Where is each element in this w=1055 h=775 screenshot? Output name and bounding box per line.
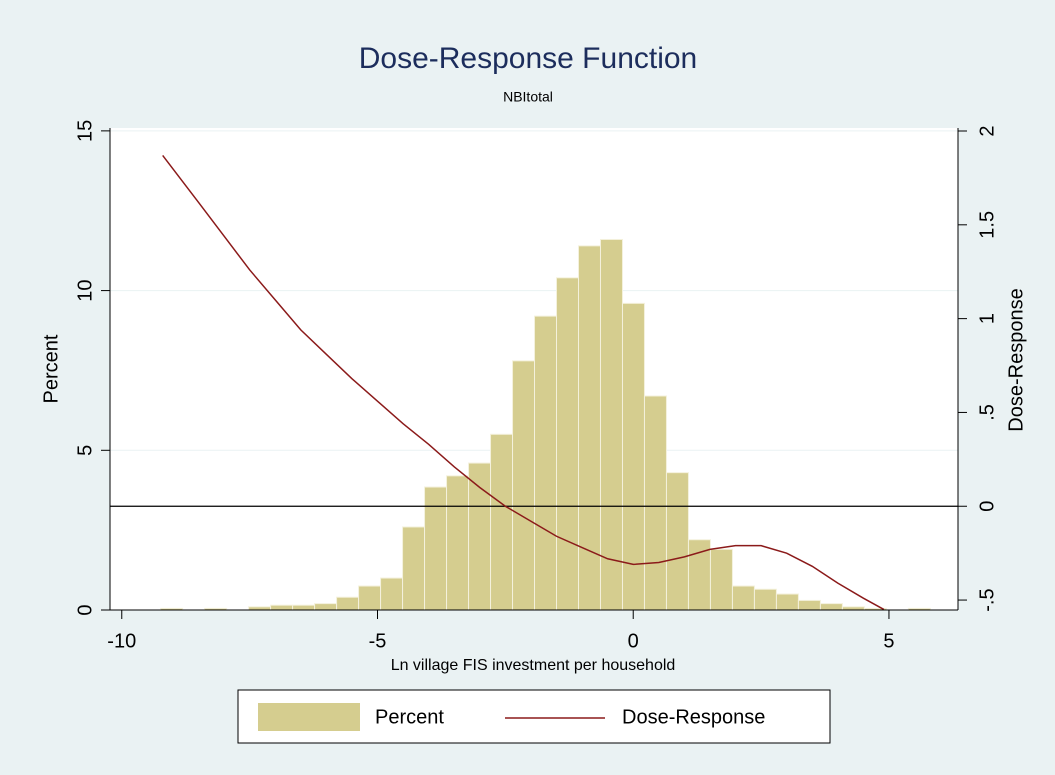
bar: [665, 472, 689, 611]
y2-tick-label: .5: [976, 404, 998, 421]
y-tick-label: 5: [74, 445, 96, 456]
bar: [643, 395, 667, 611]
bar: [402, 526, 426, 611]
bar: [797, 599, 821, 611]
y-tick-label: 10: [74, 279, 96, 301]
bar: [446, 475, 470, 611]
legend-label: Dose-Response: [622, 706, 765, 728]
x-tick-label: 5: [883, 630, 894, 652]
bar: [336, 596, 360, 611]
x-tick-label: -10: [107, 630, 136, 652]
bar: [775, 593, 799, 611]
y2-tick-label: 2: [976, 125, 998, 136]
bar: [380, 577, 404, 611]
legend-label: Percent: [375, 706, 444, 728]
y2-tick-label: 0: [976, 501, 998, 512]
y2-axis-label: Dose-Response: [1005, 288, 1027, 431]
y-tick-label: 15: [74, 120, 96, 142]
bar: [577, 245, 601, 611]
bar: [534, 315, 558, 611]
bar: [358, 585, 382, 611]
bar: [753, 588, 777, 611]
bar: [556, 277, 579, 611]
x-axis-label: Ln village FIS investment per household: [391, 657, 676, 674]
y2-tick-label: 1.5: [976, 211, 998, 239]
y2-tick-label: -.5: [976, 588, 998, 611]
bar: [468, 462, 492, 611]
chart-title: Dose-Response Function: [359, 42, 698, 75]
y2-tick-label: 1: [976, 313, 998, 324]
dose-response-line: [162, 154, 885, 611]
bar: [490, 433, 514, 611]
x-tick-label: -5: [369, 630, 387, 652]
bar: [424, 486, 448, 611]
bar: [819, 603, 843, 611]
bar: [314, 603, 338, 611]
bar: [599, 238, 623, 611]
bar: [731, 585, 755, 611]
bar: [270, 604, 294, 611]
bar: [512, 360, 536, 611]
chart-subtitle: NBItotal: [503, 89, 553, 105]
y-tick-label: 0: [74, 604, 96, 615]
y-axis-label: Percent: [40, 334, 62, 403]
bar: [292, 604, 316, 611]
x-tick-label: 0: [628, 630, 639, 652]
legend-swatch: [258, 703, 360, 731]
bar: [709, 548, 733, 611]
